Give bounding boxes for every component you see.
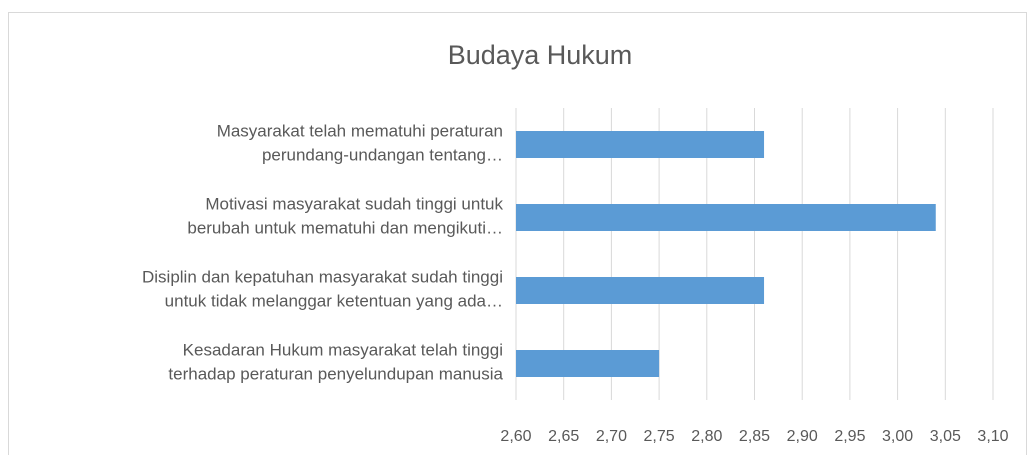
chart-border [8,12,1027,455]
chart-title: Budaya Hukum [448,40,633,70]
y-tick-label: Masyarakat telah mematuhi peraturan perun… [217,122,503,165]
x-tick-label: 2,65 [548,428,579,445]
x-tick-label: 2,70 [596,428,627,445]
x-tick-label: 2,85 [739,428,770,445]
y-tick-label-line: Kesadaran Hukum masyarakat telah tinggi [183,341,503,360]
y-tick-label-line: Disiplin dan kepatuhan masyarakat sudah … [142,268,503,287]
x-tick-label: 2,95 [834,428,865,445]
y-tick-label-line: terhadap peraturan penyelundupan manusia [168,365,503,384]
y-tick-label: Disiplin dan kepatuhan masyarakat sudah … [142,268,503,311]
x-tick-label: 3,00 [882,428,913,445]
x-tick-label: 2,75 [644,428,675,445]
y-tick-label-line: Masyarakat telah mematuhi peraturan [217,122,503,141]
y-tick-label: Motivasi masyarakat sudah tinggi untuk be… [187,195,503,238]
y-tick-label-line: untuk tidak melanggar ketentuan yang ada… [165,292,503,311]
y-tick-label-line: Motivasi masyarakat sudah tinggi untuk [205,195,503,214]
x-tick-label: 3,05 [930,428,961,445]
y-tick-label-line: berubah untuk mematuhi dan mengikuti… [187,219,503,238]
x-tick-label: 2,60 [500,428,531,445]
x-tick-label: 2,80 [691,428,722,445]
bar [516,131,765,158]
x-tick-label: 3,10 [977,428,1008,445]
x-tick-label: 2,90 [787,428,818,445]
bar [516,277,765,304]
bar [516,350,660,377]
y-tick-label: Kesadaran Hukum masyarakat telah tinggi t… [168,341,503,384]
y-tick-label-line: perundang-undangan tentang… [262,146,503,165]
bar [516,204,936,231]
